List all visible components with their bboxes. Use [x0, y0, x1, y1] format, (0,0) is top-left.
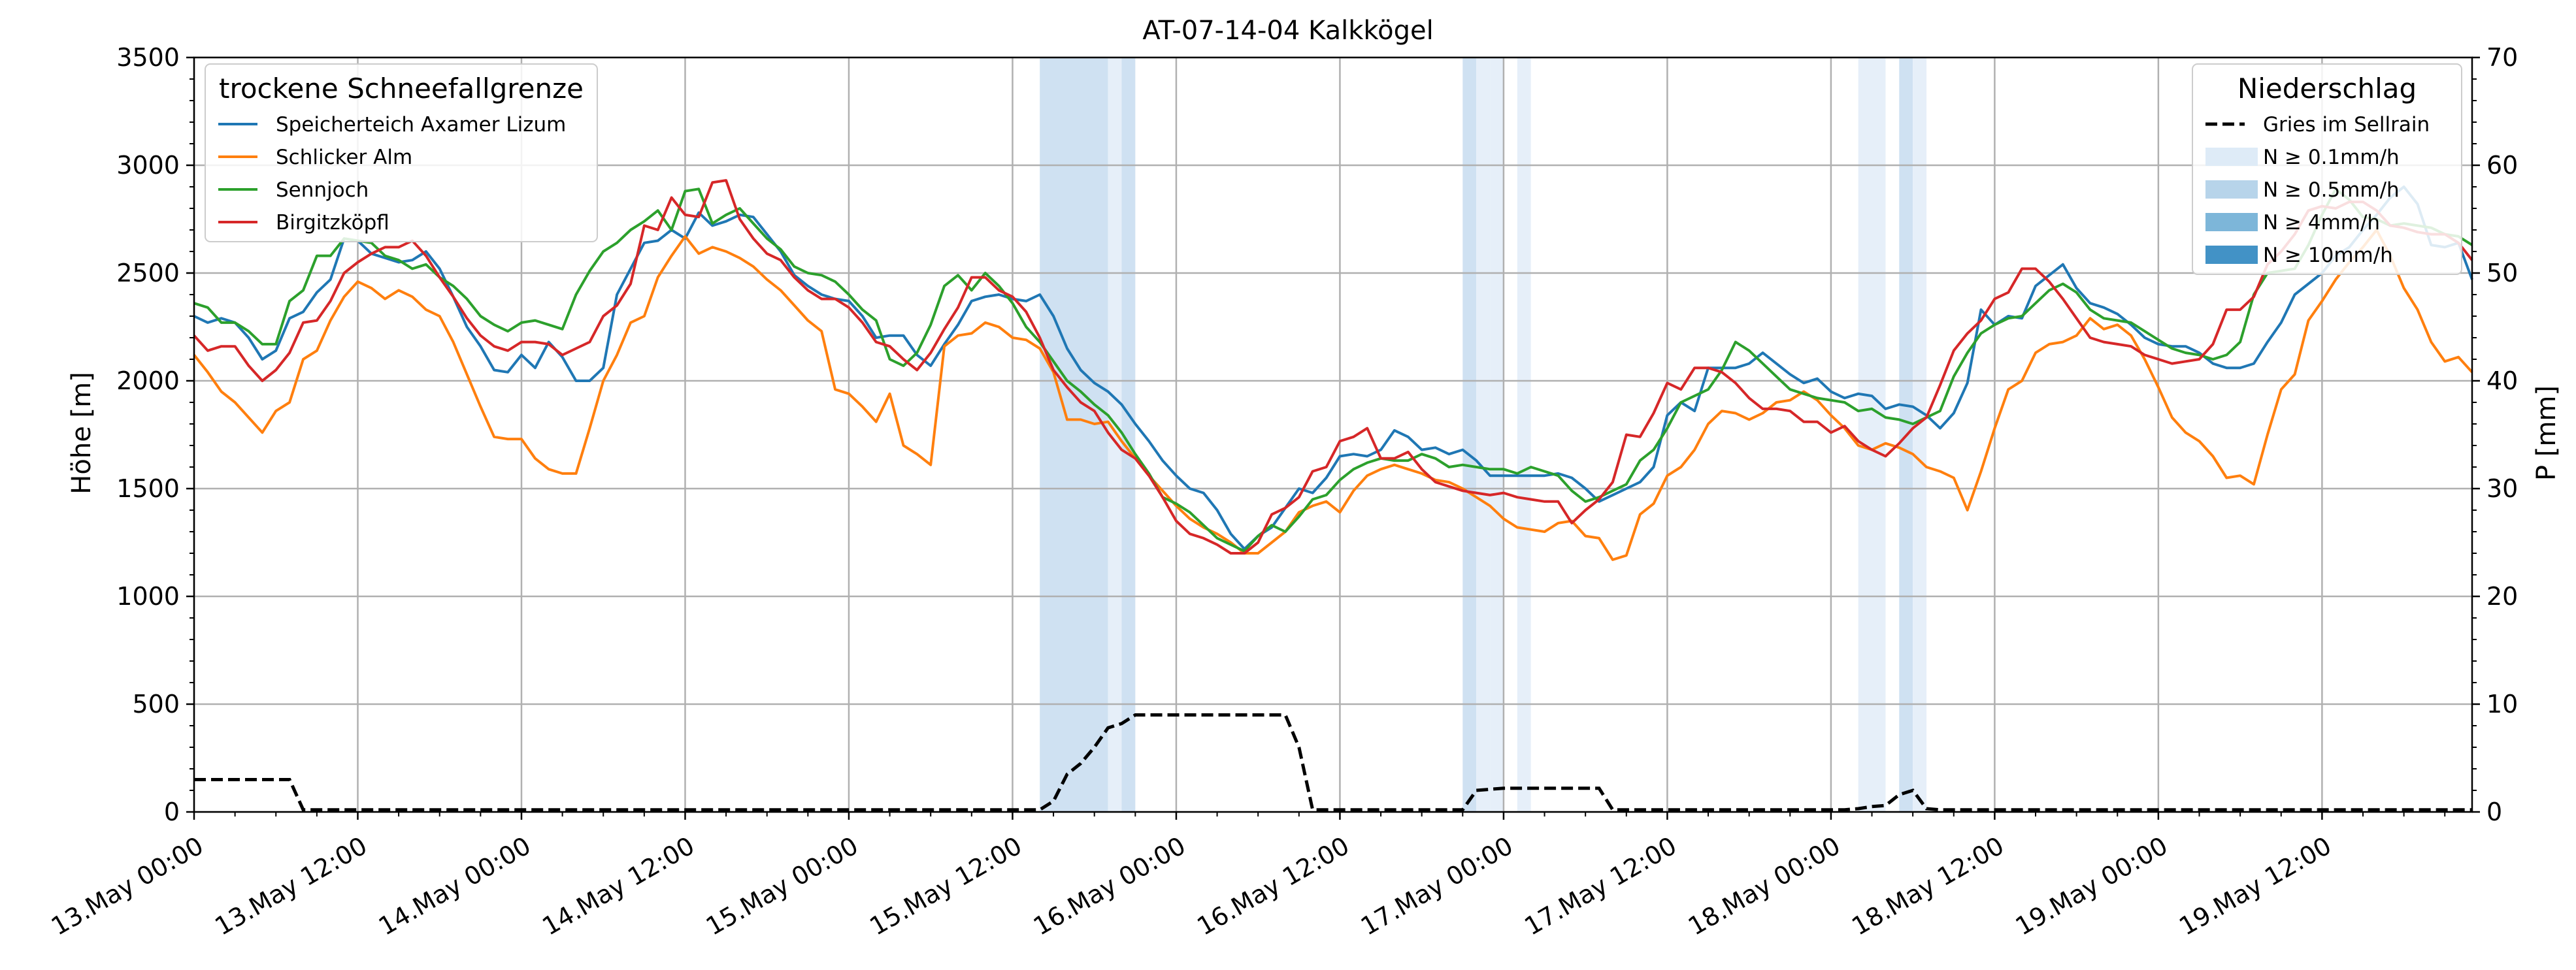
legend-right-label: N ≥ 0.1mm/h — [2263, 146, 2400, 169]
y-tick-label: 1500 — [116, 474, 180, 503]
legend-right-box — [2192, 63, 2462, 275]
chart-title: AT-07-14-04 Kalkkögel — [1142, 16, 1433, 46]
precip-band — [1040, 57, 1108, 812]
precip-band — [1476, 57, 1491, 812]
legend-right-label: N ≥ 10mm/h — [2263, 244, 2393, 267]
legend-right-label: N ≥ 4mm/h — [2263, 211, 2380, 234]
legend-left-title: trockene Schneefallgrenze — [219, 73, 584, 105]
y-right-tick-label: 0 — [2486, 798, 2502, 826]
y-right-tick-label: 70 — [2486, 43, 2518, 72]
y-right-tick-label: 40 — [2486, 366, 2518, 395]
y-tick-label: 3000 — [116, 151, 180, 180]
legend-right-label: N ≥ 0.5mm/h — [2263, 178, 2400, 202]
series-line — [193, 187, 2473, 553]
y-right-tick-label: 30 — [2486, 474, 2518, 503]
legend-left-box — [205, 63, 598, 242]
legend-right-swatch — [2205, 148, 2258, 166]
precip-band — [1490, 57, 1504, 812]
y-axis-label: Höhe [m] — [67, 372, 97, 494]
legend-left-label: Schlicker Alm — [276, 146, 412, 169]
precip-band — [1121, 57, 1136, 812]
legend-right-swatch — [2205, 213, 2258, 231]
legend-right-swatch — [2205, 246, 2258, 264]
legend-left-label: Birgitzköpfl — [276, 211, 389, 234]
legend-right-title: Niederschlag — [2237, 73, 2417, 105]
precip-band — [1858, 57, 1886, 812]
legend-left-label: Speicherteich Axamer Lizum — [276, 113, 566, 137]
y-tick-label: 3500 — [116, 43, 180, 72]
y-tick-label: 0 — [164, 798, 180, 826]
legend-snowfall-line: trockene Schneefallgrenze Speicherteich A… — [205, 63, 598, 242]
y-tick-label: 2500 — [116, 259, 180, 287]
y-axis-right-label: P [mm] — [2532, 385, 2562, 481]
legend-precipitation: Niederschlag Gries im Sellrain N ≥ 0.1mm/h… — [2192, 63, 2462, 275]
y-right-tick-label: 50 — [2486, 259, 2518, 287]
precip-band — [1462, 57, 1477, 812]
y-tick-label: 1000 — [116, 582, 180, 611]
series-line — [193, 229, 2473, 561]
y-tick-label: 2000 — [116, 366, 180, 395]
series-line — [193, 186, 2473, 551]
plot-frame — [193, 56, 2473, 813]
precip-band — [1108, 57, 1122, 812]
series-line — [193, 179, 2473, 555]
y-tick-label: 500 — [132, 690, 180, 719]
precip-line — [194, 713, 2472, 812]
precip-band — [1913, 57, 1927, 812]
legend-right-label: Gries im Sellrain — [2263, 113, 2430, 137]
y-right-tick-label: 10 — [2486, 690, 2518, 719]
legend-right-swatch — [2205, 180, 2258, 199]
y-right-tick-label: 20 — [2486, 582, 2518, 611]
y-right-tick-label: 60 — [2486, 151, 2518, 180]
precip-band — [1517, 57, 1531, 812]
series-lines — [193, 179, 2473, 812]
precipitation-bands — [1040, 57, 1927, 812]
legend-left-label: Sennjoch — [276, 178, 369, 202]
